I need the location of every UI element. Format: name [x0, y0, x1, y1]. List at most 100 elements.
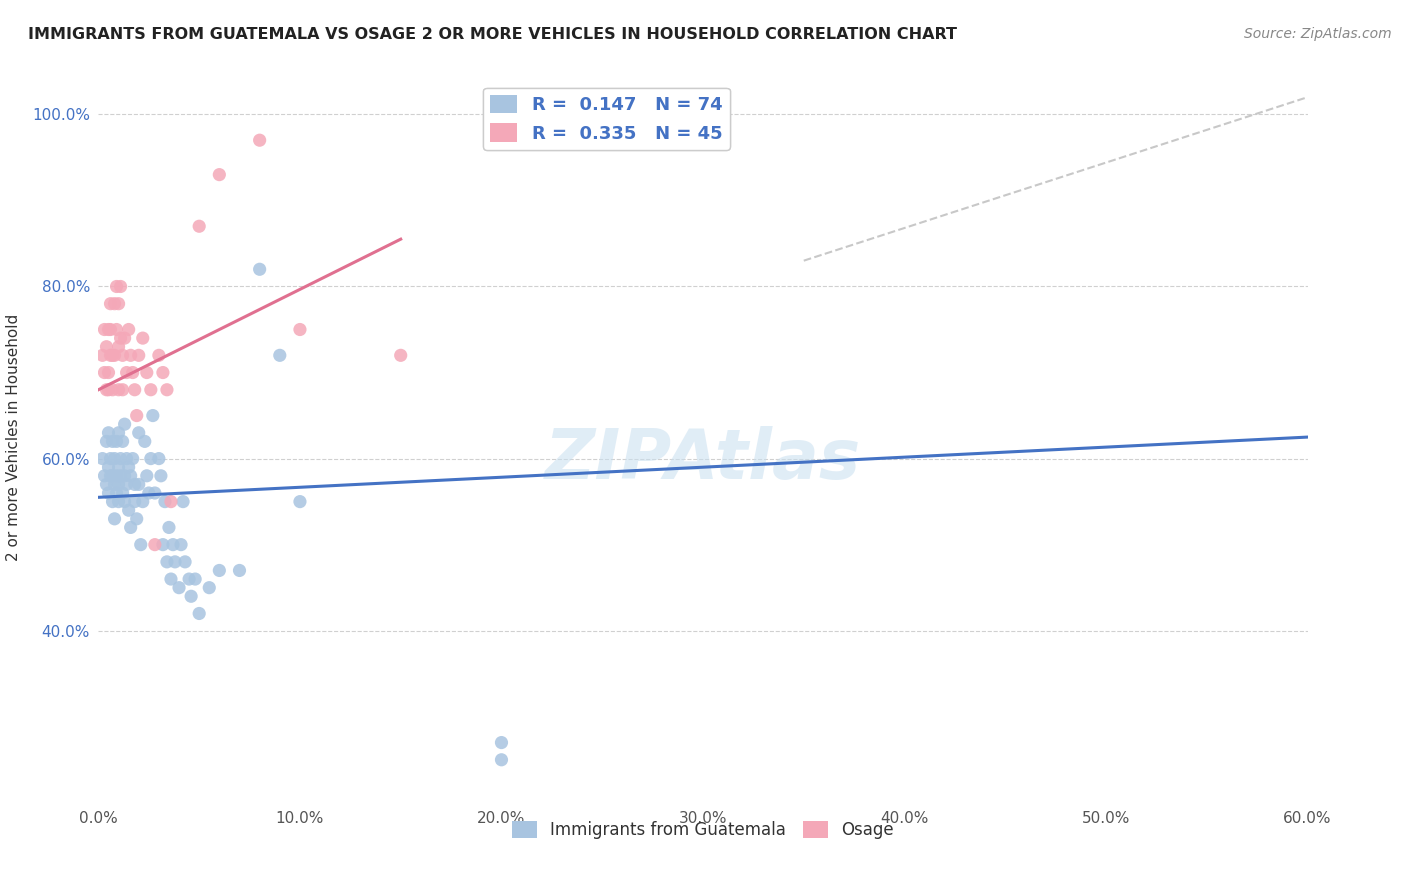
- Point: [118, 460, 141, 475]
- Point: [107, 494, 129, 508]
- Point: [101, 494, 124, 508]
- Point: [100, 348, 122, 362]
- Point: [114, 417, 136, 432]
- Point: [208, 564, 231, 578]
- Point: [153, 494, 176, 508]
- Point: [249, 262, 271, 277]
- Point: [188, 607, 211, 621]
- Point: [156, 555, 179, 569]
- Point: [114, 331, 136, 345]
- Point: [491, 735, 513, 749]
- Point: [101, 383, 124, 397]
- Point: [160, 572, 183, 586]
- Point: [103, 451, 125, 466]
- Point: [121, 366, 143, 380]
- Point: [110, 451, 132, 466]
- Point: [152, 366, 174, 380]
- Point: [143, 538, 166, 552]
- Point: [105, 322, 128, 336]
- Point: [174, 555, 197, 569]
- Point: [143, 486, 166, 500]
- Point: [96, 340, 118, 354]
- Point: [179, 572, 201, 586]
- Point: [124, 383, 146, 397]
- Point: [118, 322, 141, 336]
- Point: [100, 451, 122, 466]
- Point: [115, 366, 138, 380]
- Point: [107, 340, 129, 354]
- Point: [115, 477, 138, 491]
- Point: [120, 468, 142, 483]
- Point: [93, 322, 115, 336]
- Point: [101, 434, 124, 449]
- Point: [107, 383, 129, 397]
- Text: IMMIGRANTS FROM GUATEMALA VS OSAGE 2 OR MORE VEHICLES IN HOUSEHOLD CORRELATION C: IMMIGRANTS FROM GUATEMALA VS OSAGE 2 OR …: [28, 27, 957, 42]
- Point: [97, 383, 120, 397]
- Point: [114, 494, 136, 508]
- Point: [134, 434, 156, 449]
- Point: [97, 460, 120, 475]
- Point: [100, 468, 122, 483]
- Point: [124, 477, 146, 491]
- Point: [128, 425, 150, 440]
- Point: [160, 494, 183, 508]
- Point: [125, 409, 148, 423]
- Point: [100, 296, 122, 310]
- Point: [96, 383, 118, 397]
- Point: [228, 564, 250, 578]
- Point: [288, 494, 311, 508]
- Point: [188, 219, 211, 234]
- Point: [149, 468, 172, 483]
- Point: [118, 503, 141, 517]
- Point: [167, 581, 190, 595]
- Point: [93, 366, 115, 380]
- Point: [107, 460, 129, 475]
- Point: [101, 468, 124, 483]
- Point: [142, 409, 165, 423]
- Point: [107, 425, 129, 440]
- Point: [111, 383, 134, 397]
- Point: [111, 486, 134, 500]
- Point: [97, 486, 120, 500]
- Point: [163, 555, 186, 569]
- Point: [170, 538, 193, 552]
- Point: [105, 434, 128, 449]
- Y-axis label: 2 or more Vehicles in Household: 2 or more Vehicles in Household: [6, 313, 21, 561]
- Point: [100, 322, 122, 336]
- Point: [124, 494, 146, 508]
- Point: [111, 348, 134, 362]
- Point: [269, 348, 291, 362]
- Point: [288, 322, 311, 336]
- Point: [148, 451, 170, 466]
- Point: [139, 383, 162, 397]
- Point: [93, 468, 115, 483]
- Point: [491, 753, 513, 767]
- Point: [208, 168, 231, 182]
- Point: [120, 520, 142, 534]
- Point: [103, 512, 125, 526]
- Point: [184, 572, 207, 586]
- Point: [105, 486, 128, 500]
- Point: [172, 494, 194, 508]
- Point: [162, 538, 184, 552]
- Point: [249, 133, 271, 147]
- Point: [128, 348, 150, 362]
- Point: [110, 468, 132, 483]
- Text: ZIPAtlas: ZIPAtlas: [546, 425, 860, 492]
- Point: [120, 348, 142, 362]
- Point: [389, 348, 412, 362]
- Point: [148, 348, 170, 362]
- Point: [135, 468, 157, 483]
- Point: [121, 451, 143, 466]
- Point: [115, 451, 138, 466]
- Point: [128, 477, 150, 491]
- Point: [97, 322, 120, 336]
- Point: [103, 477, 125, 491]
- Point: [135, 366, 157, 380]
- Point: [107, 296, 129, 310]
- Point: [139, 451, 162, 466]
- Point: [101, 348, 124, 362]
- Point: [110, 279, 132, 293]
- Point: [105, 279, 128, 293]
- Point: [96, 434, 118, 449]
